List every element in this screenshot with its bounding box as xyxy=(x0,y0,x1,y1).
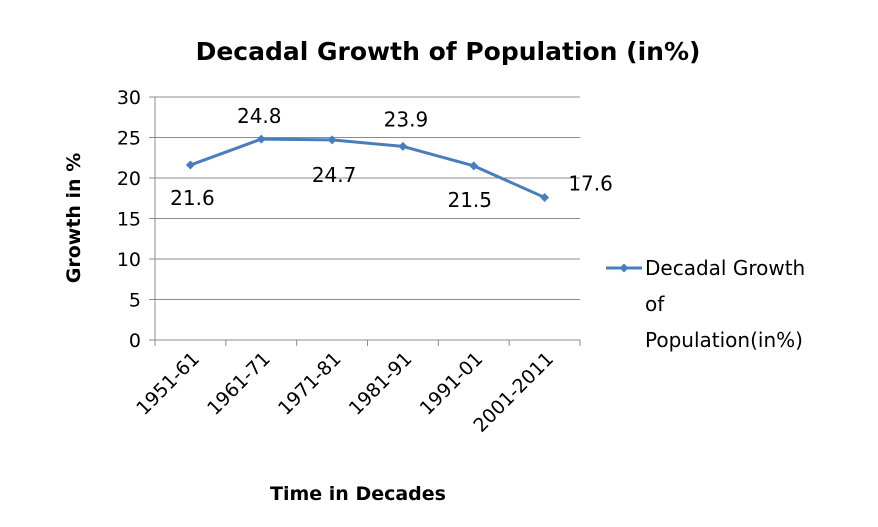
data-labels: 21.6 24.8 24.7 23.9 21.5 17.6 xyxy=(170,104,613,212)
data-label: 17.6 xyxy=(568,171,613,195)
x-tick-label: 1991-01 xyxy=(416,348,488,420)
x-tick-label: 1951-61 xyxy=(132,348,204,420)
y-axis-ticks: 0 5 10 15 20 25 30 xyxy=(117,87,155,352)
x-axis-title: Time in Decades xyxy=(270,483,446,505)
legend-label: Decadal Growth xyxy=(645,256,805,280)
data-point xyxy=(327,135,337,145)
data-label: 24.7 xyxy=(312,163,357,187)
series-group xyxy=(185,134,550,202)
y-axis-title: Growth in % xyxy=(63,153,85,284)
legend: Decadal Growth of Population(in%) xyxy=(606,256,805,352)
data-point xyxy=(469,161,479,171)
x-axis-ticks: 1951-61 1961-71 1971-81 1981-91 1991-012001-… xyxy=(132,340,581,437)
gridlines xyxy=(155,96,580,300)
data-label: 24.8 xyxy=(237,104,282,128)
data-point xyxy=(540,192,550,202)
data-point xyxy=(185,160,195,170)
y-tick-label: 25 xyxy=(117,128,141,150)
legend-label: Population(in%) xyxy=(645,328,803,352)
data-label: 21.6 xyxy=(170,186,215,210)
series-line xyxy=(189,137,546,199)
legend-label: of xyxy=(645,292,665,316)
x-tick-label: 1981-91 xyxy=(345,348,417,420)
y-tick-label: 20 xyxy=(117,168,141,190)
y-tick-label: 0 xyxy=(129,330,141,352)
x-tick-label: 1971-81 xyxy=(274,348,346,420)
data-label: 21.5 xyxy=(447,188,492,212)
chart-title: Decadal Growth of Population (in%) xyxy=(196,37,701,66)
data-point xyxy=(398,141,408,151)
y-tick-label: 30 xyxy=(117,87,141,109)
data-label: 23.9 xyxy=(384,107,429,131)
y-tick-label: 10 xyxy=(117,249,141,271)
data-point xyxy=(256,134,266,144)
legend-marker xyxy=(619,263,629,273)
y-tick-label: 5 xyxy=(129,290,141,312)
y-tick-label: 15 xyxy=(117,209,141,231)
x-tick-label: 1961-71 xyxy=(203,348,275,420)
